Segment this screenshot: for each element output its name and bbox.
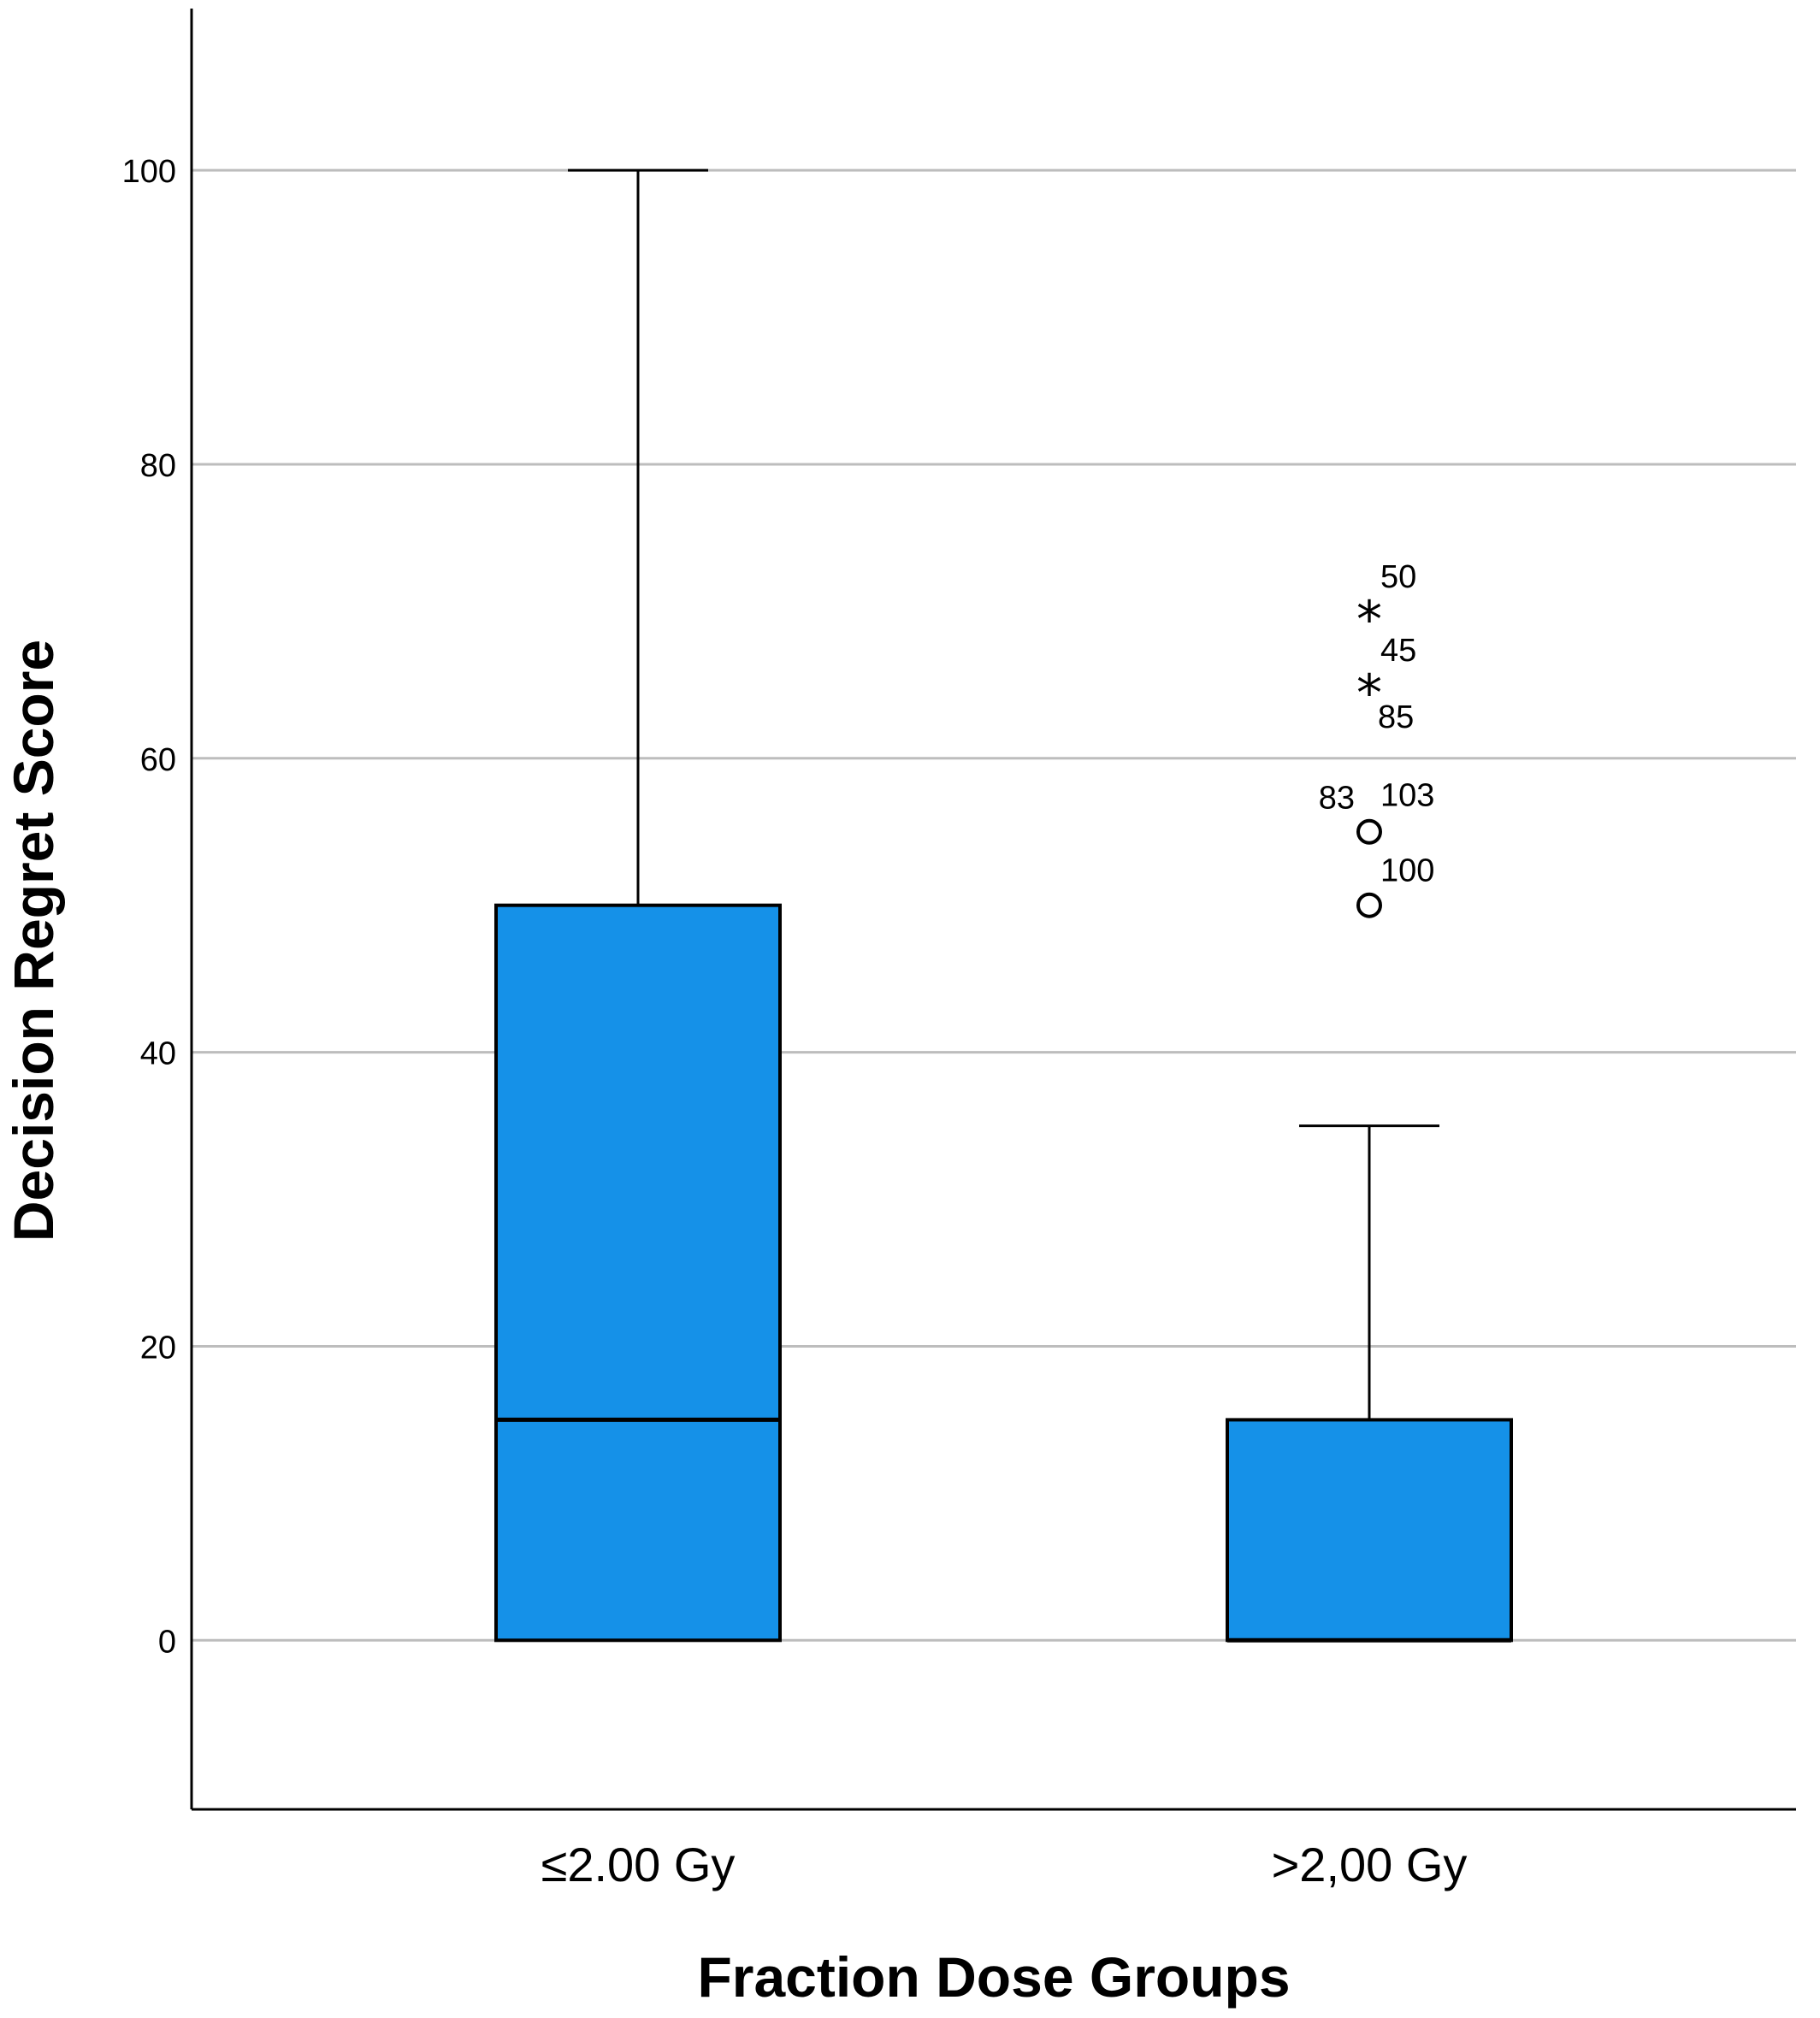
axes	[190, 9, 1796, 1811]
x-category-label-1: ≤2.00 Gy	[541, 1838, 736, 1891]
outlier-label: 85	[1378, 699, 1414, 735]
iqr-box	[494, 903, 782, 1643]
outlier-circle-4	[1356, 892, 1382, 918]
outlier-label: 50	[1380, 559, 1416, 595]
y-tick-label-20: 20	[140, 1330, 176, 1366]
y-tick-labels: 0 20 40 60 80 100	[122, 154, 176, 1660]
y-tick-label-80: 80	[140, 448, 176, 484]
x-category-labels: ≤2.00 Gy >2,00 Gy	[541, 1838, 1468, 1891]
iqr-box	[1226, 1418, 1513, 1643]
outlier-circle-3	[1356, 818, 1382, 845]
outlier-star-1: *	[1356, 590, 1382, 650]
gridlines	[192, 168, 1796, 1642]
y-tick-label-100: 100	[122, 154, 176, 190]
x-axis-title: Fraction Dose Groups	[697, 1945, 1290, 2009]
outlier-label: 103	[1380, 778, 1434, 814]
outlier-label: 83	[1319, 781, 1355, 817]
y-tick-label-0: 0	[158, 1624, 176, 1660]
y-axis-title: Decision Regret Score	[2, 640, 65, 1242]
box-group-1	[494, 168, 782, 1643]
outlier-star-2: *	[1356, 664, 1382, 723]
outlier-label: 45	[1380, 633, 1416, 669]
y-tick-label-40: 40	[140, 1036, 176, 1072]
outlier-label: 100	[1380, 853, 1434, 889]
y-tick-label-60: 60	[140, 742, 176, 778]
x-category-label-2: >2,00 Gy	[1272, 1838, 1468, 1891]
